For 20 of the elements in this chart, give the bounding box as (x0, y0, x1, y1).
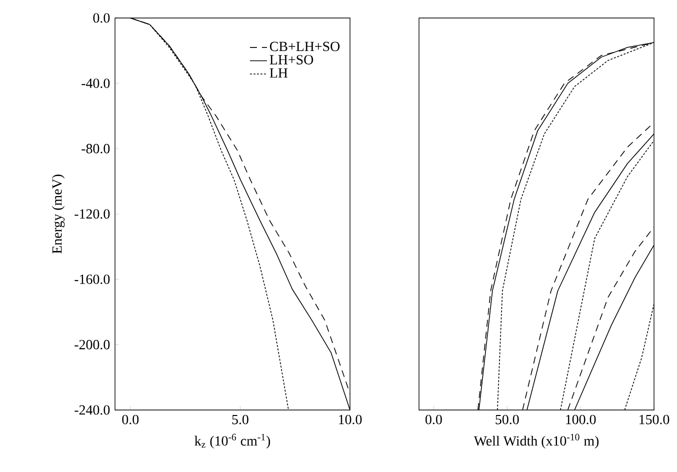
y-axis-title: Energy (meV) (52, 174, 65, 254)
x-tick-label: 0.0 (426, 414, 442, 424)
legend-label: LH (270, 68, 288, 78)
y-tick-label: -240.0 (74, 405, 110, 415)
legend-label: CB+LH+SO (270, 42, 340, 52)
y-tick-label: -120.0 (74, 209, 110, 219)
y-tick-label: -160.0 (74, 274, 110, 284)
x-tick-label: 100.0 (566, 414, 596, 424)
x-axis-title: Well Width (x10$^{-10}$ m) (474, 434, 599, 448)
x-tick-label: 10.0 (339, 414, 362, 424)
legend-label: LH+SO (270, 55, 314, 64)
y-tick-label: -200.0 (74, 340, 110, 350)
x-tick-label: 5.0 (232, 414, 248, 424)
x-tick-label: 50.0 (496, 414, 519, 424)
x-tick-label: 150.0 (640, 414, 670, 424)
x-tick-label: 0.0 (122, 414, 139, 424)
y-tick-label: 0.0 (93, 13, 110, 23)
y-tick-label: -80.0 (82, 144, 110, 154)
y-tick-label: -40.0 (82, 78, 110, 88)
x-axis-title: k$_{z}$ (10$^{-6}$ cm$^{-1}$) (194, 434, 270, 448)
